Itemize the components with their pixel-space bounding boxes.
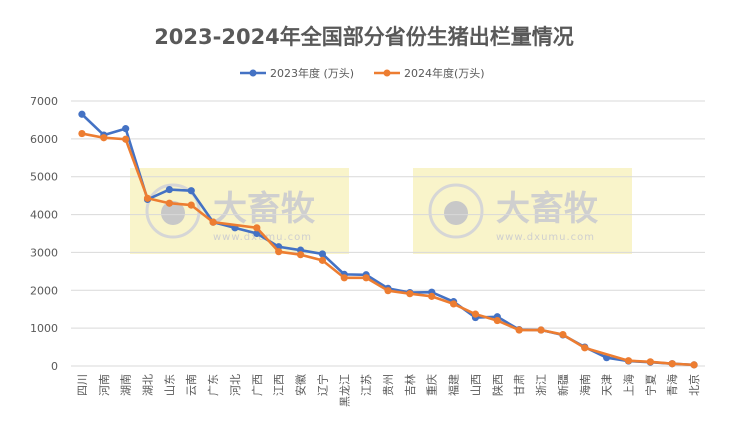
data-point	[122, 125, 130, 133]
data-point	[449, 300, 458, 308]
data-point	[471, 310, 480, 318]
x-tick-label: 海南	[578, 374, 592, 396]
data-point	[362, 274, 370, 282]
data-point	[253, 224, 261, 232]
x-tick-label: 湖北	[142, 374, 155, 396]
x-tick-label: 新疆	[556, 374, 570, 396]
data-point	[340, 274, 348, 282]
data-point	[646, 358, 654, 366]
x-tick-label: 广西	[251, 374, 264, 396]
x-tick-label: 贵州	[382, 374, 395, 396]
x-tick-label: 浙江	[535, 374, 548, 396]
x-tick-label: 山东	[163, 374, 176, 396]
data-point	[624, 357, 633, 365]
data-point	[515, 326, 523, 334]
y-tick-label: 0	[51, 360, 58, 373]
x-tick-label: 青海	[665, 374, 679, 396]
y-tick-label: 7000	[30, 95, 58, 108]
watermark-text: 大畜牧	[496, 189, 599, 229]
data-point	[559, 330, 567, 339]
x-tick-label: 天津	[601, 374, 614, 396]
data-point	[318, 256, 327, 264]
x-tick-label: 四川	[76, 374, 89, 396]
watermark-logo-icon	[161, 201, 185, 225]
data-point	[537, 326, 545, 334]
x-tick-label: 江苏	[360, 374, 373, 396]
y-tick-label: 5000	[30, 171, 58, 184]
watermark-logo-icon	[428, 183, 484, 239]
data-point	[165, 199, 173, 207]
data-point	[581, 344, 589, 352]
x-axis: 四川 河南 湖南 湖北 山东 云南 广东 河北 广西 江西 安徽 辽宁 黑龙江 江苏 贵州 吉林 重庆 福建 山西陕…	[76, 374, 701, 407]
y-tick-label: 6000	[30, 133, 58, 146]
data-point	[296, 251, 305, 259]
y-axis: 0 1000 2000 3000 4000 5000 6000 7000	[30, 95, 58, 373]
x-tick-label: 上海	[621, 374, 635, 396]
y-tick-label: 1000	[30, 322, 58, 335]
x-tick-label: 云南	[185, 374, 198, 396]
x-tick-label: 北京	[687, 374, 701, 396]
watermark: 大畜牧 www.dxumu.com	[413, 168, 632, 254]
data-point	[78, 129, 86, 138]
y-tick-label: 3000	[30, 246, 58, 259]
data-point	[187, 201, 195, 209]
data-point	[318, 250, 327, 258]
data-point	[143, 194, 152, 202]
legend-label: 2024年度(万头)	[404, 66, 485, 80]
watermark-url: www.dxumu.com	[496, 232, 595, 243]
data-point	[384, 287, 392, 295]
chart-title: 2023-2024年全国部分省份生猪出栏量情况	[154, 25, 574, 49]
x-tick-label: 安徽	[294, 374, 308, 396]
x-tick-label: 重庆	[425, 374, 439, 396]
x-tick-label: 福建	[447, 374, 461, 396]
data-point	[187, 187, 195, 195]
x-tick-label: 甘肃	[513, 374, 526, 396]
data-point	[100, 134, 108, 142]
watermark-text: 大畜牧	[213, 189, 316, 229]
y-tick-label: 2000	[30, 284, 58, 297]
x-tick-label: 辽宁	[315, 374, 329, 396]
x-tick-label: 陕西	[490, 374, 504, 396]
data-point	[78, 110, 86, 118]
legend-label: 2023年度 (万头)	[270, 66, 354, 80]
legend: 2023年度 (万头) 2024年度(万头)	[240, 66, 485, 80]
x-tick-label: 河南	[98, 374, 111, 396]
series-group	[78, 110, 698, 369]
x-tick-label: 湖南	[120, 374, 133, 396]
x-tick-label: 宁夏	[643, 374, 657, 396]
x-tick-label: 山西	[469, 374, 482, 396]
x-tick-label: 广东	[207, 374, 220, 396]
legend-marker	[383, 69, 391, 77]
y-tick-label: 4000	[30, 209, 58, 222]
data-point	[406, 290, 414, 298]
data-point	[275, 248, 283, 256]
x-tick-label: 江西	[273, 374, 286, 396]
x-tick-label: 吉林	[403, 374, 417, 396]
watermark-logo-icon	[444, 201, 468, 225]
x-tick-label: 河北	[229, 374, 242, 396]
data-point	[209, 218, 217, 226]
data-point	[122, 135, 130, 143]
data-point	[493, 316, 501, 325]
x-tick-label: 黑龙江	[338, 374, 351, 407]
legend-marker	[249, 69, 257, 77]
data-point	[165, 185, 173, 194]
data-point	[690, 361, 698, 369]
data-point	[668, 360, 676, 368]
data-point	[428, 292, 436, 300]
